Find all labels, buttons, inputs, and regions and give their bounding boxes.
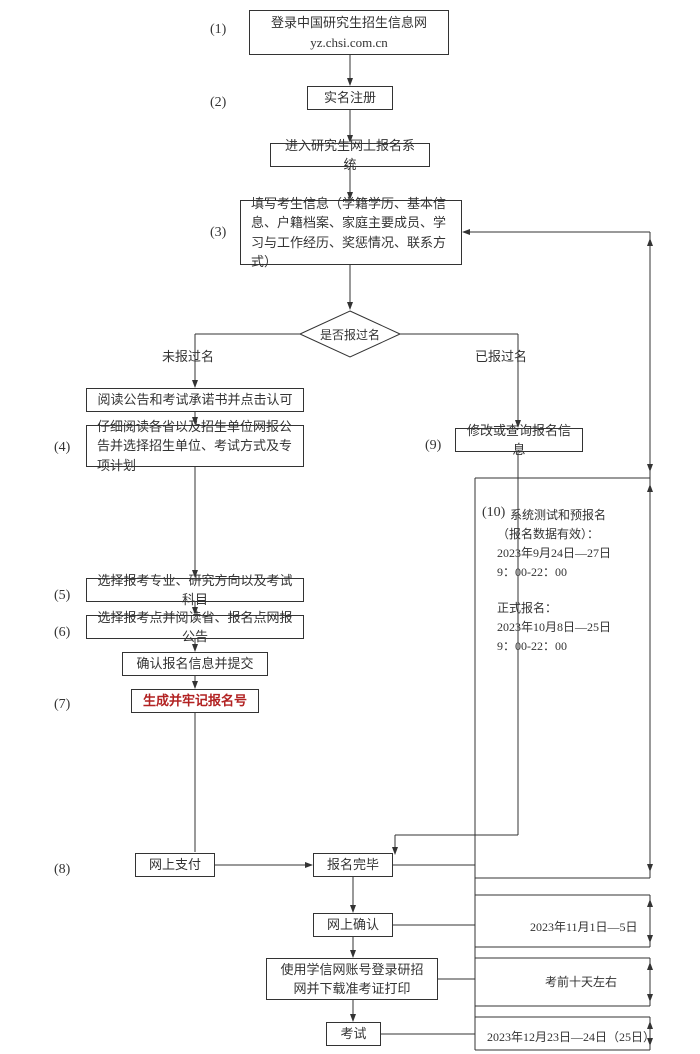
- confirm-info-box: 确认报名信息并提交: [122, 652, 268, 676]
- step-4-label: (4): [54, 440, 70, 456]
- step-7-label: (7): [54, 697, 70, 713]
- side-test-reg: 系统测试和预报名: [510, 505, 606, 525]
- registered-label: 已报过名: [475, 346, 527, 365]
- step-10-label: (10): [482, 505, 505, 521]
- fill-info-box: 填写考生信息（学籍学历、基本信息、户籍档案、家庭主要成员、学习与工作经历、奖惩情…: [240, 200, 462, 265]
- side-test-time: 9：00-22：00: [497, 562, 567, 582]
- exam-box: 考试: [326, 1022, 381, 1046]
- reg-done-box: 报名完毕: [313, 853, 393, 877]
- side-confirm-date: 2023年11月1日—5日: [530, 917, 638, 937]
- side-exam-date: 2023年12月23日—24日（25日）: [487, 1027, 655, 1047]
- decision-text: 是否报过名: [320, 326, 380, 343]
- step-6-label: (6): [54, 625, 70, 641]
- step-1-label: (1): [210, 22, 226, 38]
- side-formal: 正式报名：: [497, 598, 557, 618]
- not-registered-label: 未报过名: [162, 346, 214, 365]
- select-major-box: 选择报考专业、研究方向以及考试科目: [86, 578, 304, 602]
- select-point-box: 选择报考点并阅读省、报名点网报公告: [86, 615, 304, 639]
- step-9-label: (9): [425, 438, 441, 454]
- step-5-label: (5): [54, 588, 70, 604]
- side-test-reg2: （报名数据有效）：: [497, 524, 599, 544]
- step-3-label: (3): [210, 225, 226, 241]
- decision-diamond: 是否报过名: [299, 310, 401, 358]
- online-confirm-box: 网上确认: [313, 913, 393, 937]
- step-8-label: (8): [54, 862, 70, 878]
- side-test-date: 2023年9月24日—27日: [497, 543, 611, 563]
- side-formal-date: 2023年10月8日—25日: [497, 617, 611, 637]
- read-notice-box: 阅读公告和考试承诺书并点击认可: [86, 388, 304, 412]
- side-before-exam: 考前十天左右: [545, 972, 617, 992]
- login-box: 登录中国研究生招生信息网 yz.chsi.com.cn: [249, 10, 449, 55]
- enter-system-box: 进入研究生网上报名系统: [270, 143, 430, 167]
- read-province-box: 仔细阅读各省以及招生单位网报公告并选择招生单位、考试方式及专项计划: [86, 425, 304, 467]
- login-text-1: 登录中国研究生招生信息网: [271, 13, 427, 33]
- step-2-label: (2): [210, 95, 226, 111]
- online-pay-box: 网上支付: [135, 853, 215, 877]
- register-box: 实名注册: [307, 86, 393, 110]
- download-ticket-box: 使用学信网账号登录研招网并下载准考证打印: [266, 958, 438, 1000]
- side-formal-time: 9：00-22：00: [497, 636, 567, 656]
- gen-number-box: 生成并牢记报名号: [131, 689, 259, 713]
- login-text-2: yz.chsi.com.cn: [310, 33, 388, 53]
- modify-box: 修改或查询报名信息: [455, 428, 583, 452]
